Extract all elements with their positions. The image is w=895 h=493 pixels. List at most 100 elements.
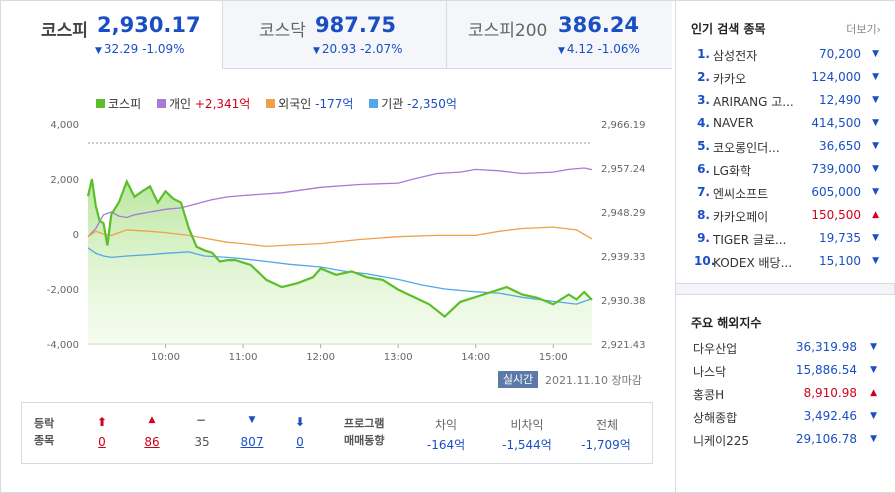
down-triangle-icon: ▼: [248, 415, 256, 425]
stock-name: 카카오: [713, 72, 747, 86]
up-triangle-icon: ▲: [872, 210, 879, 220]
world-indices: 주요 해외지수 다우산업 36,319.98 ▼ 나스닥 15,886.54 ▼ 홍콩H 8,…: [676, 294, 895, 492]
stock-price: 36,650: [819, 139, 861, 153]
popular-stock-row[interactable]: 4. NAVER 414,500 ▼: [676, 116, 895, 139]
institution-series-line: [87, 247, 593, 305]
x-tick-label: 15:00: [539, 352, 568, 361]
legend-institution: 기관 -2,350억: [369, 95, 457, 112]
foreign-series-line: [87, 226, 593, 248]
popular-stock-row[interactable]: 1. 삼성전자 70,200 ▼: [676, 47, 895, 70]
down-triangle-icon: ▼: [872, 187, 879, 197]
world-index-row[interactable]: 니케이225 29,106.78 ▼: [676, 432, 895, 455]
live-button[interactable]: 실시간: [498, 371, 538, 388]
kospi-area: [88, 179, 592, 344]
down-arrow-icon: ▼: [558, 46, 565, 56]
world-index-row[interactable]: 상해종합 3,492.46 ▼: [676, 409, 895, 432]
down-triangle-icon: ▼: [872, 118, 879, 128]
tab-kospi200[interactable]: 코스피200 386.24 ▼ 4.12 -1.06%: [447, 1, 672, 69]
x-tick-label: 10:00: [151, 352, 180, 361]
index-name: 홍콩H: [693, 388, 725, 402]
popular-title: 인기 검색 종목: [691, 22, 766, 36]
down-triangle-icon: ▼: [870, 434, 877, 444]
stock-price: 12,490: [819, 93, 861, 107]
y-right-tick-label: 2,939.33: [601, 252, 646, 263]
y-right-tick-label: 2,921.43: [601, 340, 646, 351]
rank: 8.: [697, 208, 710, 222]
world-index-row[interactable]: 다우산업 36,319.98 ▼: [676, 340, 895, 363]
index-name: 상해종합: [693, 411, 738, 425]
y-left-tick-label: -2,000: [47, 285, 79, 296]
tab-kosdaq-price: 987.75: [315, 13, 397, 37]
index-value: 29,106.78: [795, 432, 857, 446]
up-count[interactable]: 86: [144, 435, 160, 449]
index-value: 15,886.54: [795, 363, 857, 377]
tab-kospi200-change: ▼ 4.12 -1.06%: [558, 42, 640, 56]
down-triangle-icon: ▼: [870, 365, 877, 375]
popular-stock-row[interactable]: 6. LG화학 739,000 ▼: [676, 162, 895, 185]
tab-kosdaq-name: 코스닥: [259, 21, 306, 41]
stock-name: 코오롱인더...: [713, 141, 780, 155]
popular-stock-row[interactable]: 7. 엔씨소프트 605,000 ▼: [676, 185, 895, 208]
tab-kospi[interactable]: 코스피 2,930.17 ▼ 32.29 -1.09%: [1, 1, 223, 69]
flat-icon: −: [195, 413, 207, 427]
rank: 10.: [694, 254, 716, 268]
down-arrow-icon: ▼: [313, 46, 320, 56]
index-value: 8,910.98: [803, 386, 857, 400]
tab-kospi-price: 2,930.17: [97, 13, 201, 37]
tab-kospi-change: ▼ 32.29 -1.09%: [95, 42, 185, 56]
down-triangle-icon: ▼: [872, 95, 879, 105]
total-value: -1,709억: [581, 438, 631, 452]
stock-name: KODEX 배당...: [713, 256, 793, 270]
popular-stock-row[interactable]: 10. KODEX 배당... 15,100 ▼: [676, 254, 895, 277]
rank: 5.: [697, 139, 710, 153]
rank: 4.: [697, 116, 710, 130]
popular-stock-row[interactable]: 5. 코오롱인더... 36,650 ▼: [676, 139, 895, 162]
stock-name: NAVER: [713, 116, 754, 130]
stock-price: 414,500: [811, 116, 861, 130]
popular-stock-row[interactable]: 3. ARIRANG 고... 12,490 ▼: [676, 93, 895, 116]
program-label: 프로그램 매매동향: [344, 417, 385, 447]
flat-count: 35: [194, 435, 210, 449]
down-arrow-icon: ▼: [95, 46, 102, 56]
index-tabs: 코스피 2,930.17 ▼ 32.29 -1.09% 코스닥 987.75 ▼ 2…: [1, 1, 672, 69]
rank: 9.: [697, 231, 710, 245]
tab-kosdaq-change: ▼ 20.93 -2.07%: [313, 42, 403, 56]
y-right-tick-label: 2,957.24: [601, 164, 646, 175]
index-name: 나스닥: [693, 365, 727, 379]
date-status: 2021.11.10 장마감: [545, 374, 642, 387]
stock-price: 150,500: [811, 208, 861, 222]
popular-stocks: 인기 검색 종목 더보기› 1. 삼성전자 70,200 ▼ 2. 카카오 124,000 ▼…: [676, 1, 895, 284]
x-tick-label: 14:00: [461, 352, 490, 361]
stock-name: 카카오페이: [713, 210, 769, 224]
world-index-row[interactable]: 나스닥 15,886.54 ▼: [676, 363, 895, 386]
upper-limit-count[interactable]: 0: [98, 435, 106, 449]
kospi-swatch: [96, 99, 105, 108]
popular-stock-row[interactable]: 8. 카카오페이 150,500 ▲: [676, 208, 895, 231]
individual-series-line: [87, 167, 593, 238]
rank: 1.: [697, 47, 710, 61]
lower-limit-count[interactable]: 0: [296, 435, 304, 449]
index-value: 36,319.98: [795, 340, 857, 354]
down-triangle-icon: ▼: [872, 49, 879, 59]
chevron-right-icon: ›: [876, 23, 881, 36]
market-stats: 등락 종목 ⬆ 0 ▲ 86 − 35 ▼ 807 ⬇ 0 프로그램 매매동향 차익…: [21, 402, 653, 464]
total-label: 전체: [595, 418, 619, 432]
x-tick-label: 11:00: [229, 352, 258, 361]
world-index-row[interactable]: 홍콩H 8,910.98 ▲: [676, 386, 895, 409]
down-count[interactable]: 807: [240, 435, 264, 449]
updown-label: 등락 종목: [34, 417, 55, 447]
down-triangle-icon: ▼: [872, 164, 879, 174]
popular-stock-row[interactable]: 9. TIGER 글로... 19,735 ▼: [676, 231, 895, 254]
institution-swatch: [369, 99, 379, 108]
tab-kosdaq[interactable]: 코스닥 987.75 ▼ 20.93 -2.07%: [223, 1, 447, 69]
stock-name: 삼성전자: [713, 49, 758, 63]
side-panel: 인기 검색 종목 더보기› 1. 삼성전자 70,200 ▼ 2. 카카오 124,000 ▼…: [675, 1, 895, 492]
popular-stock-row[interactable]: 2. 카카오 124,000 ▼: [676, 70, 895, 93]
down-triangle-icon: ▼: [870, 411, 877, 421]
nonarb-label: 비차익: [510, 418, 544, 432]
y-right-tick-label: 2,966.19: [601, 120, 646, 131]
arbitrage-value: -164억: [426, 438, 466, 452]
rank: 2.: [697, 70, 710, 84]
more-link[interactable]: 더보기›: [846, 23, 881, 36]
down-triangle-icon: ▼: [872, 72, 879, 82]
